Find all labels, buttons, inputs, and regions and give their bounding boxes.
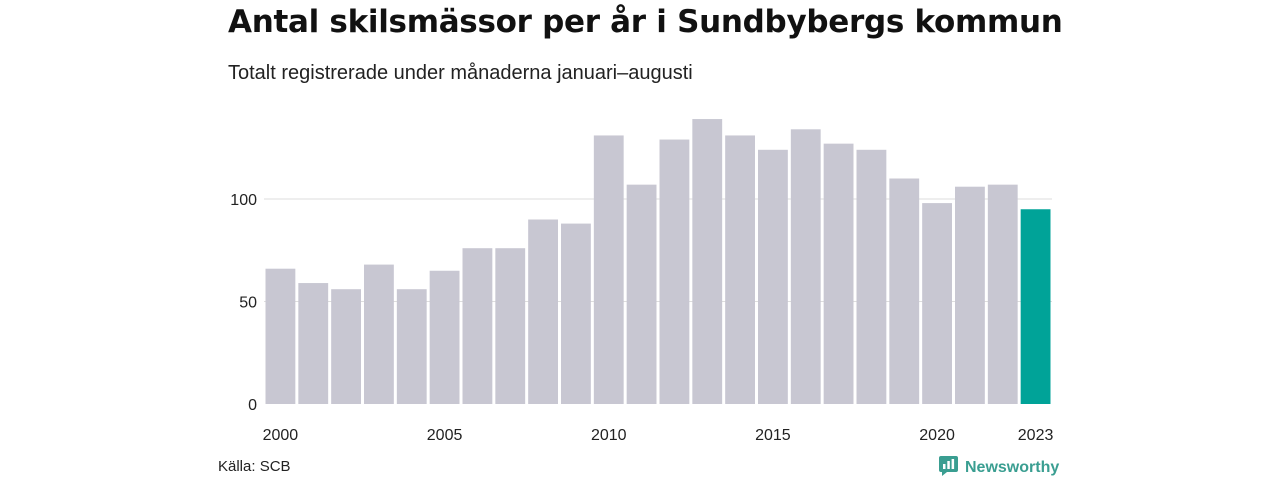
bar-2015 [758, 149, 788, 404]
bar-2020 [922, 203, 952, 404]
bar-chart-icon [938, 455, 959, 480]
x-tick-label: 2005 [427, 427, 463, 444]
bar-2014 [725, 135, 755, 404]
chart-title: Antal skilsmässor per år i Sundbybergs k… [228, 4, 1063, 40]
brand-name: Newsworthy [965, 459, 1060, 476]
bar-2021 [955, 186, 985, 404]
y-tick-label: 100 [230, 192, 257, 209]
bar-2006 [462, 248, 493, 404]
chart-subtitle: Totalt registrerade under månaderna janu… [228, 62, 693, 84]
brand-logo: Newsworthy [938, 455, 1059, 480]
bar-2017 [823, 143, 854, 404]
y-tick-label: 50 [239, 295, 257, 312]
bar-2002 [331, 289, 361, 404]
x-tick-label: 2010 [591, 427, 627, 444]
bar-2018 [856, 149, 887, 404]
bar-2001 [298, 283, 329, 404]
x-tick-label: 2000 [263, 427, 299, 444]
bar-2010 [593, 135, 624, 404]
bar-2005 [429, 270, 460, 404]
x-tick-label: 2015 [755, 427, 791, 444]
bar-2023 [1020, 209, 1051, 404]
y-tick-label: 0 [248, 397, 257, 414]
bar-2016 [790, 129, 821, 405]
bar-2003 [364, 264, 394, 404]
bar-2011 [626, 184, 657, 404]
bar-2007 [495, 248, 526, 404]
bar-2004 [396, 289, 427, 404]
source-note: Källa: SCB [218, 458, 291, 475]
bar-2000 [265, 268, 296, 404]
bar-2008 [528, 219, 558, 404]
bar-2013 [692, 119, 723, 405]
bar-2009 [561, 223, 591, 404]
x-tick-label: 2023 [1018, 427, 1054, 444]
bar-2012 [659, 139, 690, 405]
x-tick-label: 2020 [919, 427, 955, 444]
bar-2022 [987, 184, 1018, 404]
bar-2019 [889, 178, 920, 404]
